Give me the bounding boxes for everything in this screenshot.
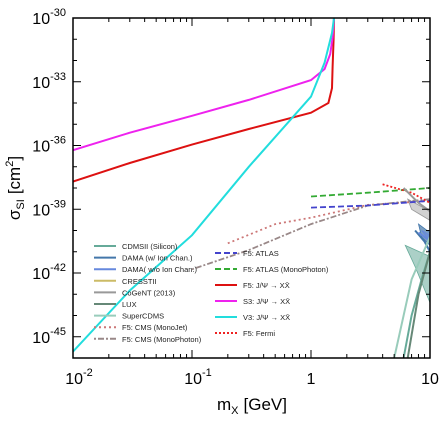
y-tick-label-2: 10-36 (32, 135, 66, 156)
legend-left-label-1: DAMA (w/ Ion Chan.) (122, 254, 193, 263)
series-line-f5-atlas (310, 199, 430, 209)
series-line-f5-cms-monophoton (191, 198, 430, 271)
experiment-region-2 (421, 230, 430, 243)
series-line-f5-atlas-monophoton (310, 187, 430, 198)
x-axis-title-unit: [GeV] (244, 395, 287, 414)
y-tick-label-3-exponent: -39 (50, 198, 66, 210)
series-line-f5-j-xx (73, 18, 335, 183)
series-line-lux (406, 251, 430, 358)
legend-left-label-4: CoGeNT (2013) (122, 288, 176, 297)
legend-right-label-0: F5: ATLAS (243, 249, 279, 258)
legend-left-label-7: F5: CMS (MonoJet) (122, 323, 188, 332)
series-line-dama-w-ion-chan (414, 229, 430, 253)
y-tick-label-1-base: 10 (32, 75, 50, 92)
legend-left-label-8: F5: CMS (MonoPhoton) (122, 335, 202, 344)
y-axis-title: σSI [cm2] (4, 156, 27, 220)
legend-right-label-5: F5: Fermi (243, 329, 275, 338)
x-tick-label-1: 10-1 (184, 367, 212, 388)
legend-left-label-6: SuperCDMS (122, 312, 164, 321)
y-axis-title-main: σ (5, 209, 24, 220)
y-tick-label-2-base: 10 (32, 139, 50, 156)
x-axis-title-main: m (217, 395, 231, 414)
x-tick-label-3: 10 (421, 371, 439, 388)
y-tick-label-1-exponent: -33 (50, 71, 66, 83)
legend-right-label-4: V3: J/Ψ → XX̄ (243, 313, 290, 322)
series-line-f5-cms-monojet (227, 199, 430, 245)
legend: CDMSII (Silicon) DAMA (w/ Ion Chan.) DAMA(… (94, 242, 329, 344)
series-line-f5-fermi (382, 183, 430, 204)
x-axis-title-sub: X (231, 405, 239, 417)
series-line-supercdms (393, 236, 430, 358)
y-tick-label-5: 10-45 (32, 326, 66, 347)
y-tick-label-3-base: 10 (32, 202, 50, 219)
experiment-region-0 (404, 244, 430, 303)
legend-left-label-2: DAMA( w/o Ion Chan.) (122, 265, 198, 274)
y-axis-title-unit: [cm (5, 167, 24, 194)
y-tick-label-0-base: 10 (32, 11, 50, 28)
series-layer (73, 18, 430, 358)
y-tick-label-4-base: 10 (32, 266, 50, 283)
x-tick-label-0-exponent: -2 (83, 367, 93, 379)
y-axis-title-sub: SI (15, 199, 27, 209)
legend-left-label-0: CDMSII (Silicon) (122, 242, 178, 251)
x-tick-label-0: 10-2 (65, 367, 93, 388)
x-tick-label-3-base: 10 (421, 371, 439, 388)
series-line-s3-j-xx (73, 18, 335, 152)
y-tick-label-2-exponent: -36 (50, 135, 66, 147)
legend-left-label-3: CRESSTII (122, 277, 157, 286)
y-tick-label-1: 10-33 (32, 71, 66, 92)
legend-right-label-1: F5: ATLAS (MonoPhoton) (243, 265, 329, 274)
y-tick-label-5-exponent: -45 (50, 326, 66, 338)
y-tick-label-4: 10-42 (32, 262, 66, 283)
y-tick-label-4-exponent: -42 (50, 262, 66, 274)
experiment-region-3 (406, 198, 430, 221)
y-axis-title-unit-sup: 2 (4, 161, 16, 167)
y-tick-label-0: 10-30 (32, 7, 66, 28)
x-tick-label-1-exponent: -1 (202, 367, 212, 379)
series-line-v3-j-xx (73, 18, 335, 353)
y-tick-label-3: 10-39 (32, 198, 66, 219)
axis-ticks: 10-2 10-1 1 1010-3010-3310-3610-3910-4210-4… (32, 7, 439, 388)
y-tick-label-0-exponent: -30 (50, 7, 66, 19)
legend-right-label-2: F5: J/Ψ → XX̄ (243, 281, 290, 290)
legend-right-label-3: S3: J/Ψ → XX̄ (243, 297, 290, 306)
y-axis-title-unit-close: ] (5, 156, 24, 161)
x-tick-label-2: 1 (307, 371, 316, 388)
x-tick-label-1-base: 10 (184, 371, 202, 388)
legend-left-label-5: LUX (122, 300, 137, 309)
x-tick-label-0-base: 10 (65, 371, 83, 388)
series-line-cogent-2013 (402, 187, 430, 213)
y-tick-label-5-base: 10 (32, 330, 50, 347)
x-tick-label-2-base: 1 (307, 371, 316, 388)
x-axis-title: mX [GeV] (217, 395, 287, 417)
